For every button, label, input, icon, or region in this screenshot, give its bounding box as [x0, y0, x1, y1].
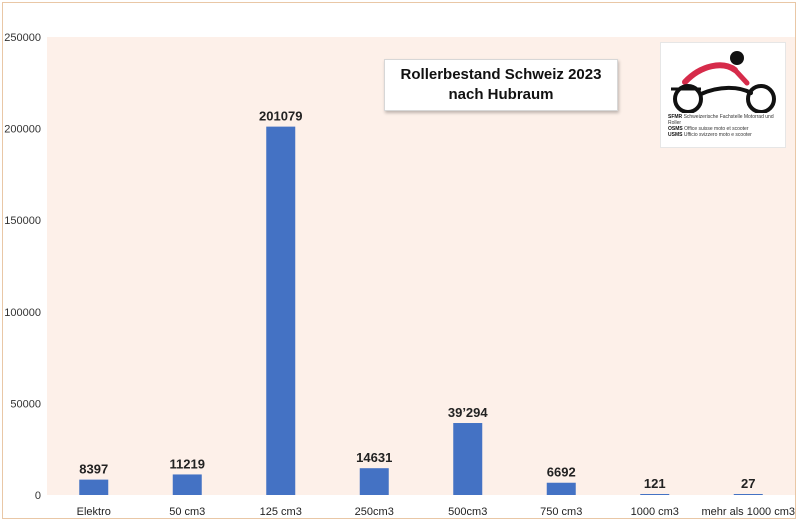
x-category-label: 500cm3: [448, 506, 487, 518]
x-category-label: mehr als 1000 cm3: [701, 506, 795, 518]
bar: [733, 494, 763, 495]
chart-title: Rollerbestand Schweiz 2023 nach Hubraum: [384, 59, 618, 111]
sfmr-logo: SFMR Schweizerische Fachstelle Motorrad …: [660, 42, 786, 148]
y-tick-label: 200000: [4, 124, 41, 136]
bar: [640, 494, 670, 495]
bar-value-label: 6692: [547, 465, 576, 480]
x-category-label: 50 cm3: [169, 506, 205, 518]
bar: [266, 126, 296, 496]
logo-abbr-de: SFMR: [668, 114, 683, 120]
y-tick-label: 50000: [10, 398, 41, 410]
logo-text: SFMR Schweizerische Fachstelle Motorrad …: [668, 114, 782, 138]
y-tick-label: 150000: [4, 215, 41, 227]
x-category-label: 1000 cm3: [631, 506, 679, 518]
bar-value-label: 121: [644, 476, 666, 491]
x-category-label: 250cm3: [355, 506, 394, 518]
bar: [453, 423, 483, 495]
logo-name-de: Schweizerische Fachstelle Motorrad und R…: [668, 114, 774, 126]
logo-name-it: Ufficio svizzero moto e scooter: [683, 132, 752, 138]
y-tick-label: 100000: [4, 307, 41, 319]
x-category-label: 750 cm3: [540, 506, 582, 518]
bar-value-label: 14631: [356, 450, 392, 465]
bar: [172, 474, 202, 495]
bar-value-label: 39’294: [448, 405, 489, 420]
logo-name-fr: Office suisse moto et scooter: [684, 126, 749, 132]
x-category-label: Elektro: [77, 506, 111, 518]
chart-title-line-2: nach Hubraum: [448, 86, 554, 103]
x-category-label: 125 cm3: [260, 506, 302, 518]
y-tick-label: 0: [35, 490, 41, 502]
bar-value-label: 201079: [259, 109, 302, 124]
y-tick-label: 250000: [4, 32, 41, 44]
logo-abbr-fr: OSMS: [668, 126, 683, 132]
chart-title-line-1: Rollerbestand Schweiz 2023: [400, 66, 602, 83]
bar-value-label: 11219: [170, 456, 205, 471]
motorcycle-rider-icon: [671, 51, 776, 114]
bar-value-label: 8397: [79, 462, 108, 477]
bar: [546, 482, 576, 495]
bar: [359, 468, 389, 495]
bar: [79, 479, 109, 495]
bar-value-label: 27: [741, 476, 755, 491]
logo-abbr-it: USMS: [668, 132, 683, 138]
